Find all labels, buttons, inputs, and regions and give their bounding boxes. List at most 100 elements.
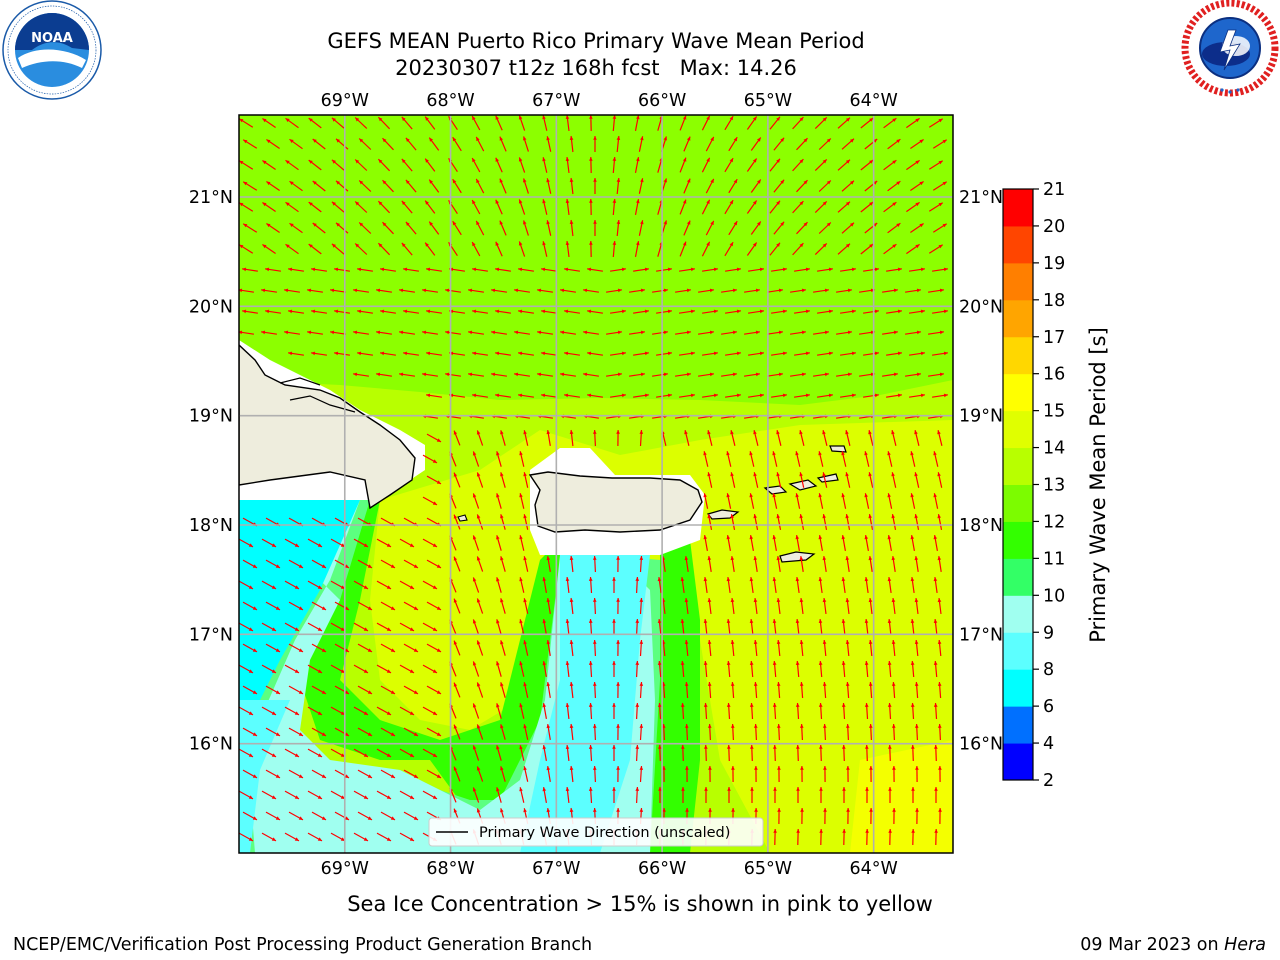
wave-arrowhead: [736, 393, 741, 398]
wave-arrowhead: [796, 787, 800, 791]
wave-arrowhead: [799, 430, 803, 435]
lon-tick-label-top: 65°W: [744, 91, 792, 111]
wave-arrowhead: [248, 753, 253, 757]
wave-arrowhead: [657, 661, 662, 665]
wave-arrowhead: [321, 690, 326, 694]
wave-arrowhead: [587, 309, 592, 314]
puerto-rico-land: [528, 471, 703, 533]
wave-arrowhead: [750, 745, 754, 749]
wave-arrowhead: [542, 703, 547, 708]
wave-arrowhead: [916, 288, 921, 293]
footer-date: 09 Mar 2023 on Hera: [1080, 935, 1266, 955]
wave-arrowhead: [845, 430, 849, 435]
wave-arrowhead: [617, 288, 622, 293]
wave-arrowhead: [357, 351, 362, 356]
wave-arrowhead: [472, 577, 477, 582]
colorbar-tick-label: 20: [1043, 217, 1065, 237]
wave-arrowhead: [706, 199, 710, 204]
wave-arrowhead: [523, 556, 527, 561]
wave-arrowhead: [294, 837, 299, 841]
wave-arrowhead: [750, 787, 754, 791]
wave-arrowhead: [713, 393, 718, 398]
wave-arrowhead: [749, 703, 754, 707]
wave-arrowhead: [378, 117, 383, 122]
wave-arrowhead: [635, 703, 640, 707]
wave-arrowhead: [452, 221, 457, 226]
wave-arrowhead: [800, 766, 804, 770]
wave-arrowhead: [616, 682, 620, 686]
wave-arrowhead: [612, 661, 616, 665]
wave-arrowhead: [565, 241, 570, 245]
wave-arrowhead: [500, 682, 504, 687]
wave-arrowhead: [706, 115, 710, 120]
wave-arrowhead: [753, 472, 757, 477]
wave-arrowhead: [708, 724, 712, 728]
wave-arrowhead: [686, 330, 691, 335]
wave-arrowhead: [541, 351, 546, 356]
wave-arrowhead: [334, 351, 339, 356]
wave-arrowhead: [321, 816, 326, 820]
wave-arrowhead: [565, 703, 570, 707]
wave-arrowhead: [707, 430, 711, 435]
wave-arrowhead: [732, 330, 737, 335]
wave-arrowhead: [468, 330, 473, 335]
wave-arrowhead: [523, 178, 527, 183]
wave-arrowhead: [713, 267, 718, 272]
colorbar-cell: [1003, 706, 1033, 744]
wave-arrowhead: [472, 493, 477, 498]
wave-arrowhead: [432, 543, 437, 547]
wave-arrowhead: [288, 309, 293, 314]
wave-arrowhead: [780, 137, 785, 142]
wave-arrowhead: [317, 795, 322, 799]
wave-arrowhead: [937, 514, 941, 519]
wave-arrowhead: [726, 703, 731, 707]
wave-arrowhead: [616, 724, 620, 728]
wave-arrowhead: [914, 430, 918, 435]
colorbar-tick-label: 14: [1043, 439, 1065, 459]
wave-arrowhead: [937, 682, 942, 686]
colorbar-cell: [1003, 225, 1033, 264]
wave-arrowhead: [496, 619, 500, 624]
wave-arrowhead: [772, 661, 777, 665]
wave-arrowhead: [367, 690, 372, 694]
wave-arrowhead: [452, 137, 457, 142]
wave-arrowhead: [847, 288, 852, 293]
wave-arrowhead: [519, 619, 523, 624]
wave-arrowhead: [409, 753, 414, 757]
wave-arrowhead: [684, 430, 688, 435]
wave-arrowhead: [376, 330, 381, 335]
wave-arrowhead: [892, 808, 896, 812]
wave-arrowhead: [340, 795, 345, 799]
wave-arrowhead: [937, 430, 941, 435]
wave-arrowhead: [868, 472, 872, 477]
wave-arrowhead: [915, 202, 920, 207]
wave-arrowhead: [942, 223, 947, 228]
wave-arrowhead: [363, 543, 368, 547]
wave-arrowhead: [891, 598, 896, 603]
wave-arrowhead: [495, 267, 500, 272]
wave-arrowhead: [920, 393, 925, 398]
wave-arrowhead: [891, 556, 896, 561]
wave-arrowhead: [916, 330, 921, 335]
wave-arrowhead: [499, 136, 503, 141]
wave-arrowhead: [476, 136, 480, 142]
wave-arrowhead: [401, 116, 406, 121]
wave-arrowhead: [934, 829, 938, 833]
wave-arrowhead: [476, 640, 481, 645]
wave-arrowhead: [938, 202, 943, 207]
wave-arrowhead: [476, 514, 481, 519]
wave-arrowhead: [616, 808, 620, 812]
wave-arrowhead: [920, 351, 925, 356]
wave-arrowhead: [782, 351, 787, 356]
wave-arrowhead: [453, 724, 458, 729]
wave-arrowhead: [826, 222, 831, 227]
wave-arrowhead: [308, 160, 313, 164]
wave-arrowhead: [453, 598, 458, 603]
wave-arrowhead: [893, 372, 898, 377]
wave-arrowhead: [523, 220, 527, 225]
wave-arrowhead: [312, 139, 317, 143]
wave-arrowhead: [311, 267, 316, 272]
wave-arrowhead: [799, 201, 804, 206]
wave-arrowhead: [706, 157, 710, 162]
wave-arrowhead: [799, 514, 803, 519]
